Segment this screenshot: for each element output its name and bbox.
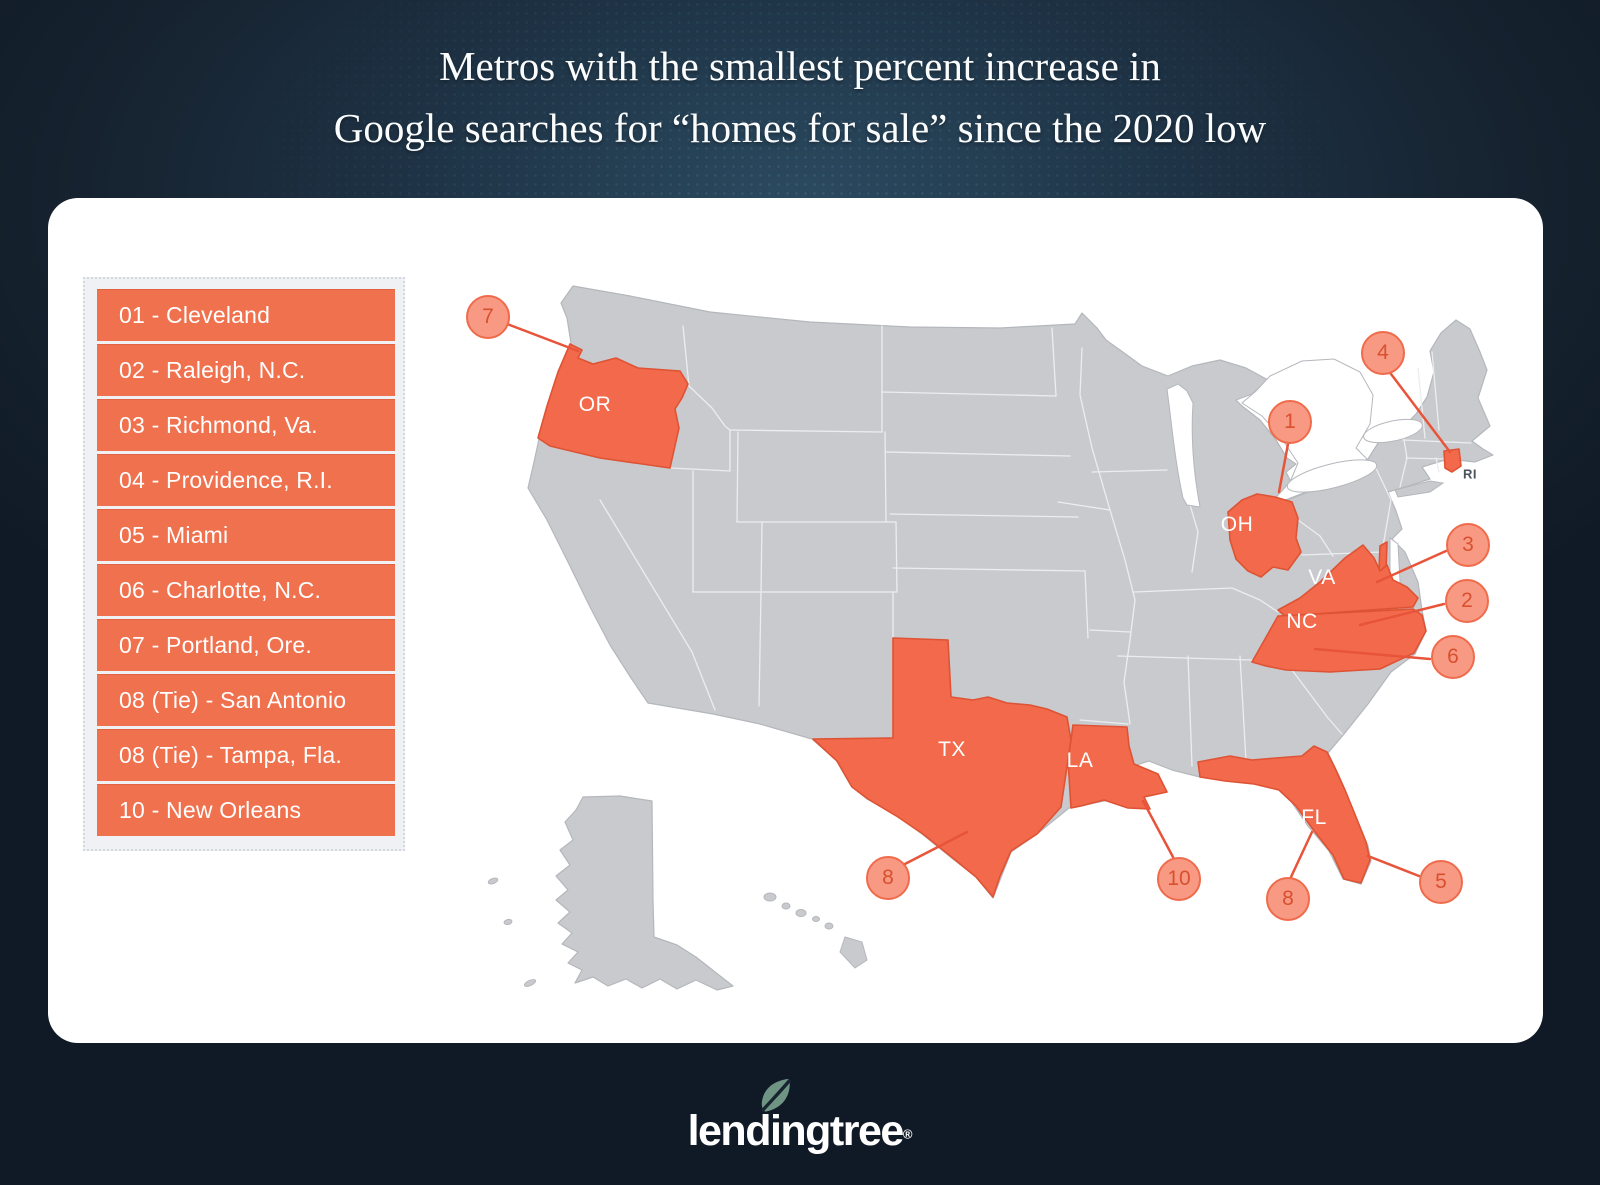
rank-legend: 01 - Cleveland 02 - Raleigh, N.C. 03 - R… xyxy=(83,277,405,851)
state-virginia xyxy=(1277,544,1419,617)
connector-7-oregon xyxy=(500,320,580,353)
us-map: OR OH VA NC TX LA FL RI 7 1 4 3 2 6 8 10… xyxy=(430,200,1560,1040)
state-label-florida: FL xyxy=(1301,806,1327,829)
state-oregon xyxy=(537,343,689,469)
logo-text: lendingtree xyxy=(687,1107,905,1155)
legend-item-richmond: 03 - Richmond, Va. xyxy=(97,399,395,451)
legend-item-providence: 04 - Providence, R.I. xyxy=(97,454,395,506)
logo-registered-mark: ® xyxy=(902,1126,913,1142)
infographic-card: 01 - Cleveland 02 - Raleigh, N.C. 03 - R… xyxy=(48,198,1543,1043)
legend-item-cleveland: 01 - Cleveland xyxy=(97,289,395,341)
state-label-oregon: OR xyxy=(578,393,612,416)
state-label-rhode-island: RI xyxy=(1463,466,1477,482)
legend-item-tampa: 08 (Tie) - Tampa, Fla. xyxy=(97,729,395,781)
legend-item-new-orleans: 10 - New Orleans xyxy=(97,784,395,836)
badge-6-charlotte: 6 xyxy=(1431,635,1475,679)
state-florida xyxy=(1197,745,1371,884)
connector-10-new-orleans xyxy=(1141,799,1175,859)
badge-5-miami: 5 xyxy=(1419,860,1463,904)
badge-1-cleveland: 1 xyxy=(1268,400,1312,444)
badge-4-providence: 4 xyxy=(1361,331,1405,375)
title-line-1: Metros with the smallest percent increas… xyxy=(439,43,1161,89)
badge-connectors xyxy=(500,320,1452,879)
legend-item-san-antonio: 08 (Tie) - San Antonio xyxy=(97,674,395,726)
us-map-svg xyxy=(487,285,1494,991)
badge-2-raleigh: 2 xyxy=(1445,579,1489,623)
state-rhode-island xyxy=(1443,448,1462,473)
badge-8-tampa: 8 xyxy=(1266,877,1310,921)
badge-3-richmond: 3 xyxy=(1446,523,1490,567)
highlighted-states xyxy=(537,343,1462,898)
connector-1-ohio xyxy=(1277,442,1290,494)
leaf-icon xyxy=(760,1078,791,1112)
legend-item-miami: 05 - Miami xyxy=(97,509,395,561)
state-hawaii xyxy=(763,892,868,969)
page-title: Metros with the smallest percent increas… xyxy=(0,35,1600,159)
state-label-virginia: VA xyxy=(1308,566,1336,589)
state-alaska xyxy=(555,795,734,991)
state-texas xyxy=(812,637,1072,898)
state-north-carolina xyxy=(1251,608,1427,673)
badge-8-san-antonio: 8 xyxy=(866,856,910,900)
connector-8-san-antonio xyxy=(901,830,969,867)
legend-item-raleigh: 02 - Raleigh, N.C. xyxy=(97,344,395,396)
state-borders xyxy=(599,325,1472,779)
state-label-ohio: OH xyxy=(1220,513,1254,536)
legend-item-charlotte: 06 - Charlotte, N.C. xyxy=(97,564,395,616)
long-island xyxy=(1394,480,1445,498)
state-ohio xyxy=(1227,493,1302,578)
badge-7-portland: 7 xyxy=(466,295,510,339)
connector-3-virginia xyxy=(1375,549,1448,584)
lendingtree-logo: lendingtree® xyxy=(0,1078,1600,1155)
connector-4-rhode-island xyxy=(1386,368,1452,454)
connector-2-raleigh xyxy=(1358,602,1446,627)
state-label-louisiana: LA xyxy=(1066,749,1094,772)
alaska-islands xyxy=(487,877,537,987)
state-label-texas: TX xyxy=(938,738,966,761)
badge-10-new-orleans: 10 xyxy=(1157,857,1201,901)
title-line-2: Google searches for “homes for sale” sin… xyxy=(333,105,1267,151)
connector-8-tampa xyxy=(1289,830,1314,879)
state-label-north-carolina: NC xyxy=(1286,610,1318,633)
connector-5-miami xyxy=(1366,854,1421,878)
connector-6-charlotte xyxy=(1313,647,1432,661)
state-louisiana xyxy=(1067,724,1168,810)
legend-item-portland: 07 - Portland, Ore. xyxy=(97,619,395,671)
